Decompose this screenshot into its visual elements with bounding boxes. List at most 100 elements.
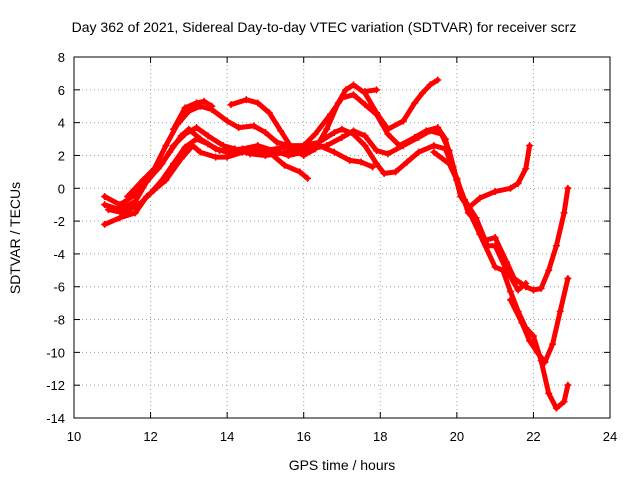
- data-point-marker: [403, 158, 411, 166]
- y-tick-label: 0: [58, 181, 65, 196]
- data-point-marker: [491, 188, 499, 196]
- y-tick-label: 4: [58, 116, 65, 131]
- data-point-marker: [522, 279, 530, 287]
- y-tick-label: 8: [58, 50, 65, 65]
- series-line-track-7: [228, 77, 441, 158]
- data-point-marker: [277, 127, 285, 135]
- data-point-marker: [223, 153, 231, 161]
- data-point-marker: [177, 155, 185, 163]
- data-point-marker: [434, 76, 442, 84]
- chart-title: Day 362 of 2021, Sidereal Day-to-day VTE…: [72, 19, 577, 35]
- data-point-marker: [250, 122, 258, 130]
- y-tick-label: -4: [53, 247, 65, 262]
- data-point-marker: [464, 206, 472, 214]
- series-markers-track-6: [170, 97, 216, 133]
- data-point-marker: [491, 234, 499, 241]
- data-point-marker: [399, 117, 407, 125]
- data-point-marker: [552, 404, 560, 412]
- data-point-marker: [526, 142, 534, 150]
- data-point-marker: [384, 125, 392, 133]
- data-point-marker: [170, 125, 178, 133]
- data-point-marker: [430, 142, 438, 150]
- x-tick-label: 22: [526, 429, 540, 444]
- data-point-marker: [434, 124, 442, 132]
- data-point-marker: [514, 286, 522, 294]
- data-point-marker: [533, 348, 541, 356]
- data-point-marker: [261, 128, 269, 136]
- data-point-marker: [330, 128, 338, 136]
- data-point-marker: [284, 151, 292, 159]
- data-point-marker: [522, 165, 530, 173]
- data-point-marker: [200, 97, 208, 105]
- data-point-marker: [150, 165, 158, 173]
- data-point-marker: [537, 284, 545, 292]
- data-point-marker: [361, 142, 369, 150]
- data-point-marker: [476, 230, 484, 238]
- data-point-marker: [560, 398, 568, 406]
- data-point-marker: [380, 170, 388, 178]
- data-point-marker: [261, 151, 269, 159]
- data-point-marker: [564, 275, 572, 283]
- data-point-marker: [223, 147, 231, 155]
- data-point-marker: [384, 150, 392, 158]
- data-point-marker: [415, 148, 423, 156]
- data-point-marker: [430, 148, 438, 156]
- data-point-marker: [491, 242, 499, 250]
- series-line-track-10: [508, 276, 571, 365]
- data-point-marker: [227, 101, 235, 109]
- data-point-marker: [499, 266, 507, 274]
- data-point-marker: [529, 286, 537, 294]
- data-point-marker: [281, 161, 289, 169]
- axis-ticks: [73, 56, 611, 419]
- data-point-marker: [338, 125, 346, 133]
- data-point-marker: [304, 174, 312, 182]
- data-point-marker: [418, 89, 426, 97]
- x-tick-label: 12: [143, 429, 157, 444]
- data-point-marker: [265, 109, 273, 117]
- data-point-marker: [372, 86, 380, 94]
- data-point-marker: [556, 307, 564, 315]
- data-point-marker: [357, 158, 365, 166]
- data-point-marker: [506, 288, 514, 296]
- data-point-marker: [392, 168, 400, 176]
- x-tick-label: 14: [220, 429, 234, 444]
- data-point-marker: [549, 340, 557, 348]
- data-point-marker: [143, 192, 151, 200]
- data-point-marker: [361, 132, 369, 140]
- data-point-marker: [131, 197, 139, 205]
- series-markers-track-4: [101, 142, 312, 228]
- x-tick-labels: 10 12 14 16 18 20 22 24: [67, 429, 617, 444]
- series-line-track-9: [431, 149, 571, 411]
- data-point-marker: [181, 130, 189, 138]
- data-point-marker: [349, 91, 357, 99]
- x-tick-label: 24: [603, 429, 617, 444]
- data-point-marker: [476, 194, 484, 202]
- data-point-marker: [564, 381, 572, 389]
- data-point-marker: [342, 86, 350, 94]
- data-point-marker: [372, 160, 380, 168]
- data-point-marker: [453, 176, 461, 184]
- data-point-marker: [208, 102, 216, 110]
- plot-frame: [73, 56, 611, 419]
- data-point-marker: [158, 160, 166, 168]
- data-point-marker: [170, 142, 178, 150]
- data-point-marker: [139, 176, 147, 184]
- data-point-marker: [181, 104, 189, 112]
- x-tick-label: 16: [296, 429, 310, 444]
- data-point-marker: [193, 135, 201, 143]
- data-point-marker: [300, 142, 308, 150]
- data-point-marker: [334, 99, 342, 107]
- x-tick-label: 10: [67, 429, 81, 444]
- y-tick-label: -2: [53, 214, 65, 229]
- data-point-marker: [338, 133, 346, 141]
- y-tick-label: -12: [46, 378, 65, 393]
- data-point-marker: [150, 186, 158, 194]
- data-point-marker: [346, 156, 354, 164]
- data-point-marker: [101, 192, 109, 200]
- data-point-marker: [411, 133, 419, 141]
- data-point-marker: [564, 184, 572, 192]
- data-point-marker: [162, 176, 170, 184]
- data-point-marker: [426, 81, 434, 89]
- data-point-marker: [349, 127, 357, 135]
- data-point-marker: [235, 124, 243, 132]
